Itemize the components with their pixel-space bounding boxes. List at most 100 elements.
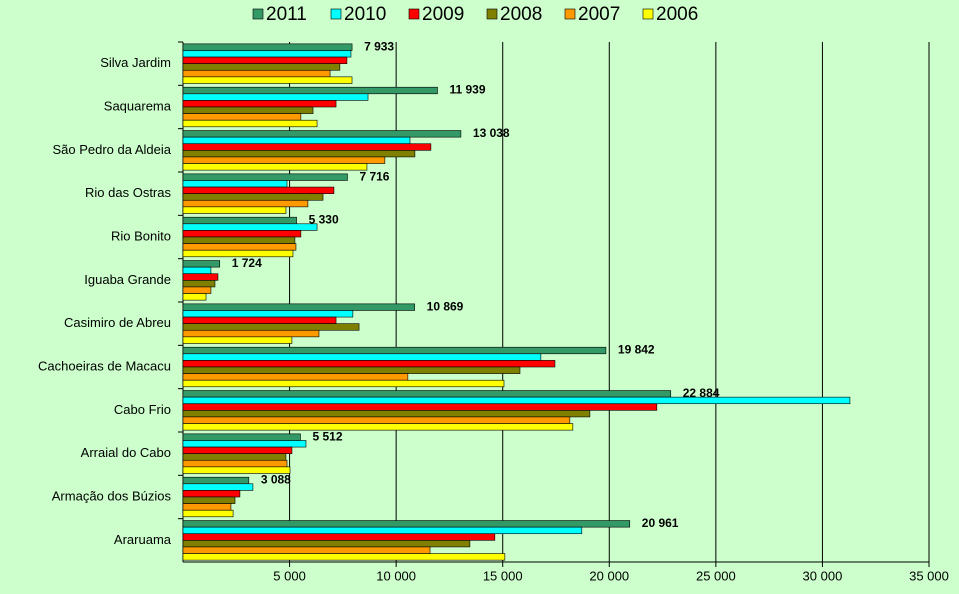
bar [182,353,542,361]
legend-swatch [330,8,342,20]
value-label: 20 961 [642,516,679,530]
legend-label: 2010 [344,4,386,25]
bar [182,316,337,324]
y-tick-label: Arraial do Cabo [81,445,171,460]
bar [182,293,207,301]
value-label: 22 884 [683,386,720,400]
x-tick-label: 35 000 [909,568,949,583]
bar [182,69,331,78]
bar [182,93,369,101]
bar [182,100,337,108]
legend-swatch [252,8,264,20]
bar [182,303,415,311]
bar [182,223,318,231]
bar [182,163,368,171]
bar [182,173,348,181]
bar [182,186,335,194]
bar [182,119,318,128]
y-tick-label: Casimiro de Abreu [64,315,171,330]
bar [182,379,505,388]
bar [182,490,241,498]
legend-swatch [486,8,498,20]
bar [182,329,320,338]
bar [182,366,521,374]
legend-label: 2008 [500,4,542,25]
bar [182,249,294,258]
legend-swatch [564,8,576,20]
bar [182,180,288,188]
value-label: 19 842 [618,343,655,357]
legend-swatch [408,8,420,20]
bar [182,106,314,114]
x-tick-label: 25 000 [696,568,736,583]
bar [182,483,254,491]
bar [182,423,574,431]
x-tick-label: 20 000 [589,568,629,583]
y-tick-label: Iguaba Grande [84,272,171,287]
bar [182,43,353,51]
y-tick-label: Rio Bonito [111,228,171,243]
bar [182,156,386,164]
y-tick-label: Cabo Frio [114,402,171,417]
y-tick-label: Armação dos Búzios [52,488,172,503]
value-label: 7 933 [364,39,394,53]
x-tick-label: 5 000 [273,568,306,583]
legend-label: 2007 [578,4,620,25]
legend-label: 2009 [422,4,464,25]
y-tick-label: Araruama [114,532,172,547]
bar [182,466,291,474]
bar [182,193,324,201]
value-label: 11 939 [449,83,485,97]
bar [182,390,672,398]
bar [182,216,297,225]
bar [182,503,232,511]
bar [182,206,287,214]
y-tick-label: São Pedro da Aldeia [52,142,171,157]
bar [182,553,506,561]
bar [182,113,302,121]
bar [182,86,438,95]
y-tick-label: Cachoeiras de Macacu [38,358,171,373]
x-tick-label: 10 000 [376,568,416,583]
bar [182,236,296,244]
bar [182,540,471,548]
y-tick-label: Rio das Ostras [85,185,171,200]
value-label: 1 724 [232,256,262,270]
value-label: 10 869 [427,299,464,313]
bar [182,533,496,541]
bar [182,476,250,485]
legend-label: 2006 [656,4,698,25]
bar [182,280,216,288]
y-tick-label: Silva Jardim [100,55,171,70]
bar [182,453,287,461]
bar [182,496,236,504]
bar [182,396,851,405]
bar [182,56,348,64]
x-tick-label: 30 000 [803,568,843,583]
bar [182,459,288,468]
bar [182,520,631,528]
x-tick-label: 15 000 [483,568,523,583]
bar [182,143,432,151]
bar [182,546,431,554]
bar [182,433,301,441]
value-label: 13 038 [473,126,510,140]
bar [182,346,607,355]
bar [182,243,297,251]
bar [182,266,212,275]
value-label: 7 716 [359,169,389,183]
bar [182,323,360,331]
bar [182,509,234,518]
bar [182,50,352,58]
bar [182,310,354,318]
bar [182,526,583,535]
legend-swatch [642,8,654,20]
bar [182,373,409,381]
bar [182,416,571,424]
bar [182,273,219,281]
bar [182,446,293,454]
value-label: 5 330 [309,213,339,227]
value-label: 3 088 [261,473,291,487]
